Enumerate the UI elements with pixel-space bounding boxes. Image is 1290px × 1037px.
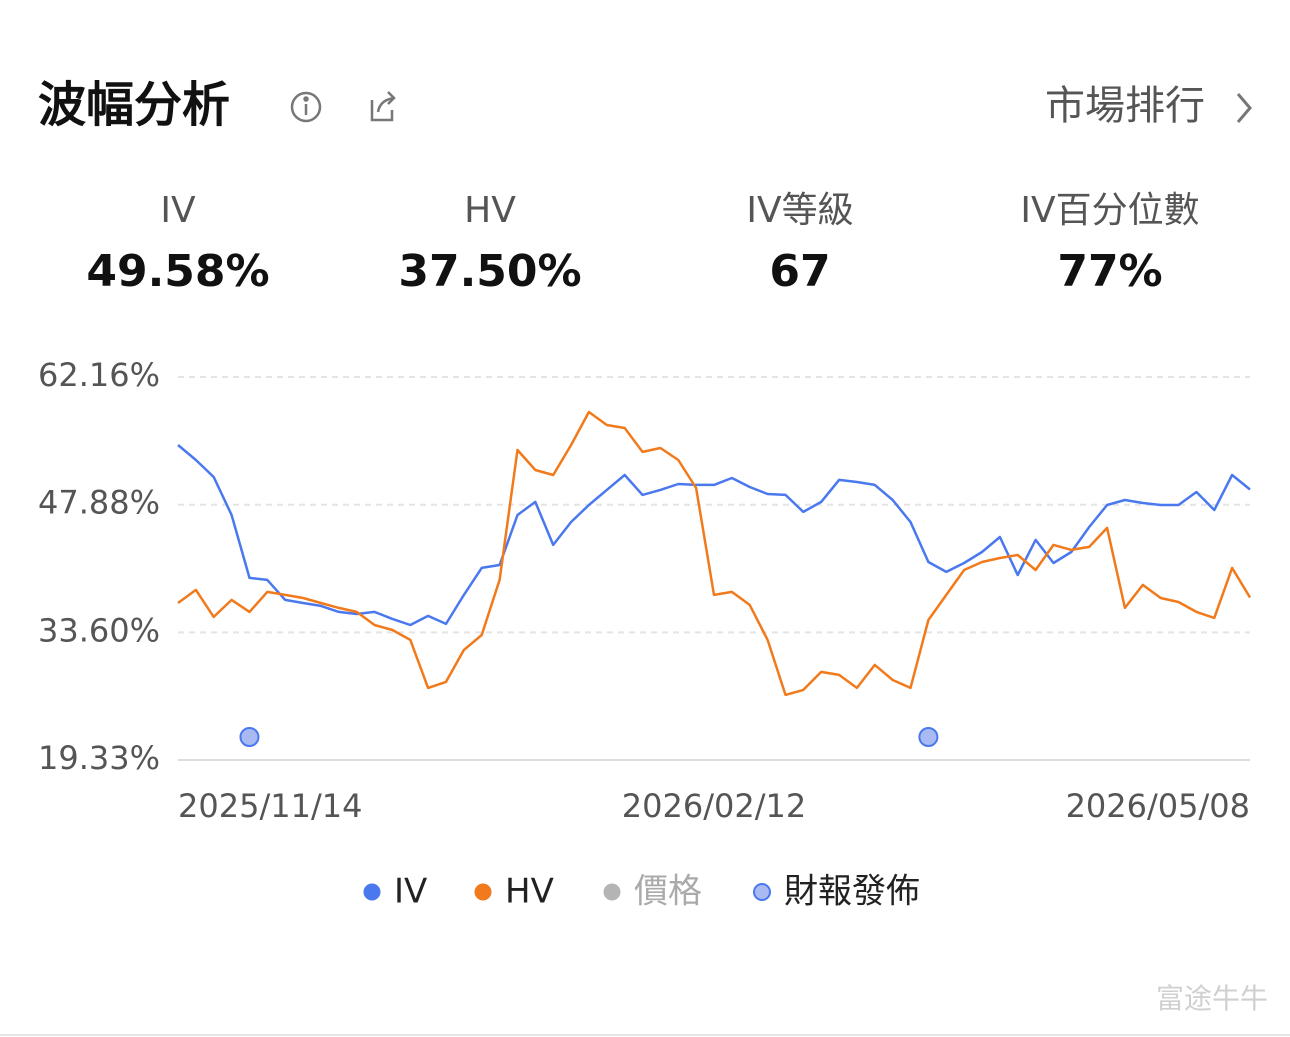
legend-marker	[474, 883, 492, 901]
legend-label: HV	[505, 872, 554, 912]
y-tick-label: 47.88%	[38, 484, 160, 522]
legend-label: 價格	[634, 872, 702, 912]
chart: 19.33% 33.60% 47.88% 62.16% 2025/11/14 2026/0…	[38, 356, 1252, 912]
stat-value: 37.50%	[398, 246, 581, 297]
y-tick-label: 33.60%	[38, 611, 160, 649]
legend-marker	[753, 883, 771, 901]
stat-label: IV等級	[746, 190, 853, 231]
legend-marker	[363, 883, 381, 901]
legend-label: IV	[394, 872, 427, 912]
watermark: 富途牛牛	[1156, 982, 1268, 1015]
stat-label: IV	[160, 190, 196, 231]
info-icon[interactable]	[290, 91, 322, 123]
y-tick-label: 62.16%	[38, 356, 160, 394]
x-tick-label: 2026/05/08	[1066, 787, 1250, 825]
line-hv	[177, 410, 1252, 697]
earnings-marker	[918, 727, 939, 747]
stat-label: HV	[464, 190, 516, 231]
title: 波幅分析	[38, 77, 230, 133]
stat-value: 77%	[1057, 246, 1162, 297]
y-tick-label: 19.33%	[38, 739, 160, 777]
chevron[interactable]	[1236, 93, 1252, 123]
stat-label: IV百分位數	[1020, 190, 1199, 231]
legend-marker	[603, 883, 621, 901]
share-icon[interactable]	[370, 91, 396, 122]
stat-value: 67	[769, 246, 830, 297]
x-tick-label: 2025/11/14	[178, 787, 362, 825]
line-iv	[177, 444, 1251, 627]
stat-value: 49.58%	[86, 246, 269, 297]
stats: IV 49.58% HV 37.50% IV等級 67 IV百分位數 77%	[86, 190, 1199, 297]
legend-label: 財報發佈	[784, 872, 920, 912]
x-tick-label: 2026/02/12	[622, 787, 806, 825]
market-rank-link[interactable]: 市場排行	[1045, 83, 1205, 129]
earnings-marker	[239, 727, 260, 747]
